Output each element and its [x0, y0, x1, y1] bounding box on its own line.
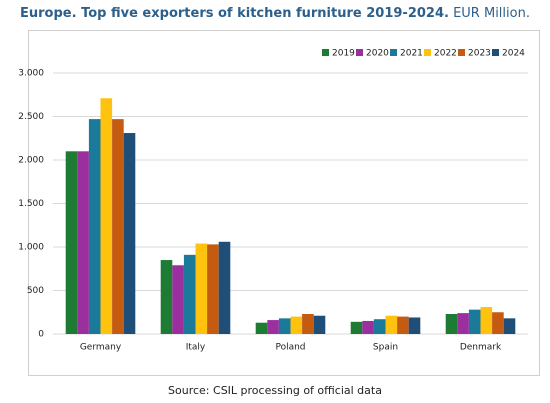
bar: [373, 319, 386, 334]
y-tick-label: 500: [27, 286, 44, 296]
bar: [457, 313, 469, 334]
x-tick-label: Italy: [186, 343, 206, 353]
y-tick-label: 2.500: [18, 112, 44, 122]
bar: [255, 322, 268, 334]
bar: [77, 151, 89, 334]
bar: [183, 254, 196, 334]
legend-label: 2023: [468, 49, 491, 59]
y-tick-label: 1.500: [18, 199, 44, 209]
bar: [445, 313, 458, 334]
bar: [397, 316, 409, 334]
bar: [468, 309, 481, 334]
bar: [218, 241, 231, 334]
bar: [350, 321, 363, 334]
title-unit: EUR Million.: [453, 6, 530, 21]
legend-swatch: [322, 49, 329, 56]
bar: [290, 316, 303, 334]
bar: [302, 313, 314, 334]
bar: [112, 119, 124, 334]
legend-label: 2020: [366, 49, 389, 59]
bar: [160, 260, 173, 334]
legend-swatch: [492, 49, 499, 56]
source-note: Source: CSIL processing of official data: [168, 384, 382, 397]
y-tick-label: 1.000: [18, 243, 44, 253]
bar: [267, 320, 279, 334]
legend-label: 2021: [400, 49, 423, 59]
title-main: Europe. Top five exporters of kitchen fu…: [20, 6, 449, 21]
y-tick-label: 3.000: [18, 69, 44, 79]
chart-title: Europe. Top five exporters of kitchen fu…: [0, 6, 550, 21]
legend-swatch: [424, 49, 431, 56]
legend-swatch: [390, 49, 397, 56]
x-tick-label: Spain: [373, 343, 398, 353]
x-tick-label: Germany: [80, 343, 122, 353]
chart-frame: [28, 30, 540, 376]
bar: [480, 307, 493, 334]
bar: [123, 133, 136, 334]
bar: [88, 119, 101, 334]
bar: [408, 317, 421, 334]
legend-label: 2024: [502, 49, 525, 59]
bar: [65, 151, 78, 334]
bar: [313, 315, 326, 334]
bar: [385, 315, 398, 334]
x-tick-label: Poland: [275, 343, 305, 353]
bar: [207, 244, 219, 334]
bar: [195, 243, 208, 334]
y-tick-label: 0: [38, 330, 44, 340]
bar: [100, 98, 113, 334]
legend-swatch: [356, 49, 363, 56]
bar: [503, 318, 516, 334]
x-tick-label: Denmark: [460, 343, 502, 353]
bar: [492, 312, 504, 334]
bar: [362, 320, 374, 334]
bar: [172, 265, 184, 334]
legend-label: 2019: [332, 49, 355, 59]
bar: [278, 318, 291, 334]
y-tick-label: 2.000: [18, 156, 44, 166]
legend-label: 2022: [434, 49, 457, 59]
legend-swatch: [458, 49, 465, 56]
